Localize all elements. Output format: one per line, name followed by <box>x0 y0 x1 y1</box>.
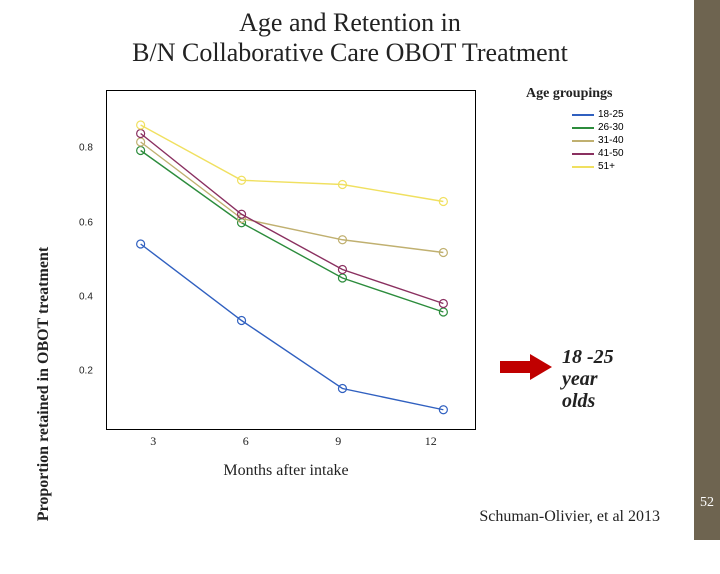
x-tick-label: 12 <box>425 434 437 449</box>
arrow-icon <box>500 350 556 384</box>
legend-swatch <box>572 140 594 142</box>
callout-line-1: 18 -25 <box>562 346 614 368</box>
legend-label: 26-30 <box>598 122 624 133</box>
page-number: 52 <box>700 495 714 511</box>
callout-line-3: olds <box>562 390 595 412</box>
series-line-31-40 <box>141 142 444 253</box>
legend-item: 31-40 <box>572 134 624 147</box>
legend: 18-25 26-30 31-40 41-50 51+ <box>572 108 624 173</box>
callout-line-2: year <box>562 368 598 390</box>
slide-title: Age and Retention in B/N Collaborative C… <box>0 8 700 68</box>
legend-swatch <box>572 153 594 155</box>
series-line-18-25 <box>141 244 444 410</box>
legend-title: Age groupings <box>526 86 612 102</box>
legend-item: 51+ <box>572 160 624 173</box>
accent-bar <box>694 0 720 540</box>
y-axis-label: Proportion retained in OBOT treatment <box>35 194 53 574</box>
x-tick-label: 9 <box>335 434 341 449</box>
legend-swatch <box>572 114 594 116</box>
x-tick-label: 6 <box>243 434 249 449</box>
legend-label: 18-25 <box>598 109 624 120</box>
y-tick-label: 0.2 <box>79 365 93 376</box>
x-axis-label: Months after intake <box>106 462 466 480</box>
y-tick-label: 0.8 <box>79 143 93 154</box>
legend-item: 41-50 <box>572 147 624 160</box>
plot-frame: 0.20.40.60.8 36912 <box>106 90 476 430</box>
plot-svg <box>107 91 477 431</box>
series-line-51+ <box>141 125 444 202</box>
citation: Schuman-Olivier, et al 2013 <box>479 508 660 526</box>
callout-text: 18 -25 year olds <box>562 346 614 412</box>
legend-label: 51+ <box>598 161 615 172</box>
chart-area: Proportion retained in OBOT treatment 0.… <box>46 90 476 480</box>
legend-label: 41-50 <box>598 148 624 159</box>
y-tick-label: 0.4 <box>79 291 93 302</box>
callout-arrow <box>500 350 556 389</box>
legend-item: 26-30 <box>572 121 624 134</box>
y-tick-label: 0.6 <box>79 217 93 228</box>
title-line-1: Age and Retention in <box>239 8 461 37</box>
legend-swatch <box>572 127 594 129</box>
x-tick-label: 3 <box>150 434 156 449</box>
legend-label: 31-40 <box>598 135 624 146</box>
title-line-2: B/N Collaborative Care OBOT Treatment <box>132 38 568 67</box>
page-number-box: 52 <box>694 490 720 516</box>
legend-swatch <box>572 166 594 168</box>
slide: Age and Retention in B/N Collaborative C… <box>0 0 720 540</box>
legend-item: 18-25 <box>572 108 624 121</box>
